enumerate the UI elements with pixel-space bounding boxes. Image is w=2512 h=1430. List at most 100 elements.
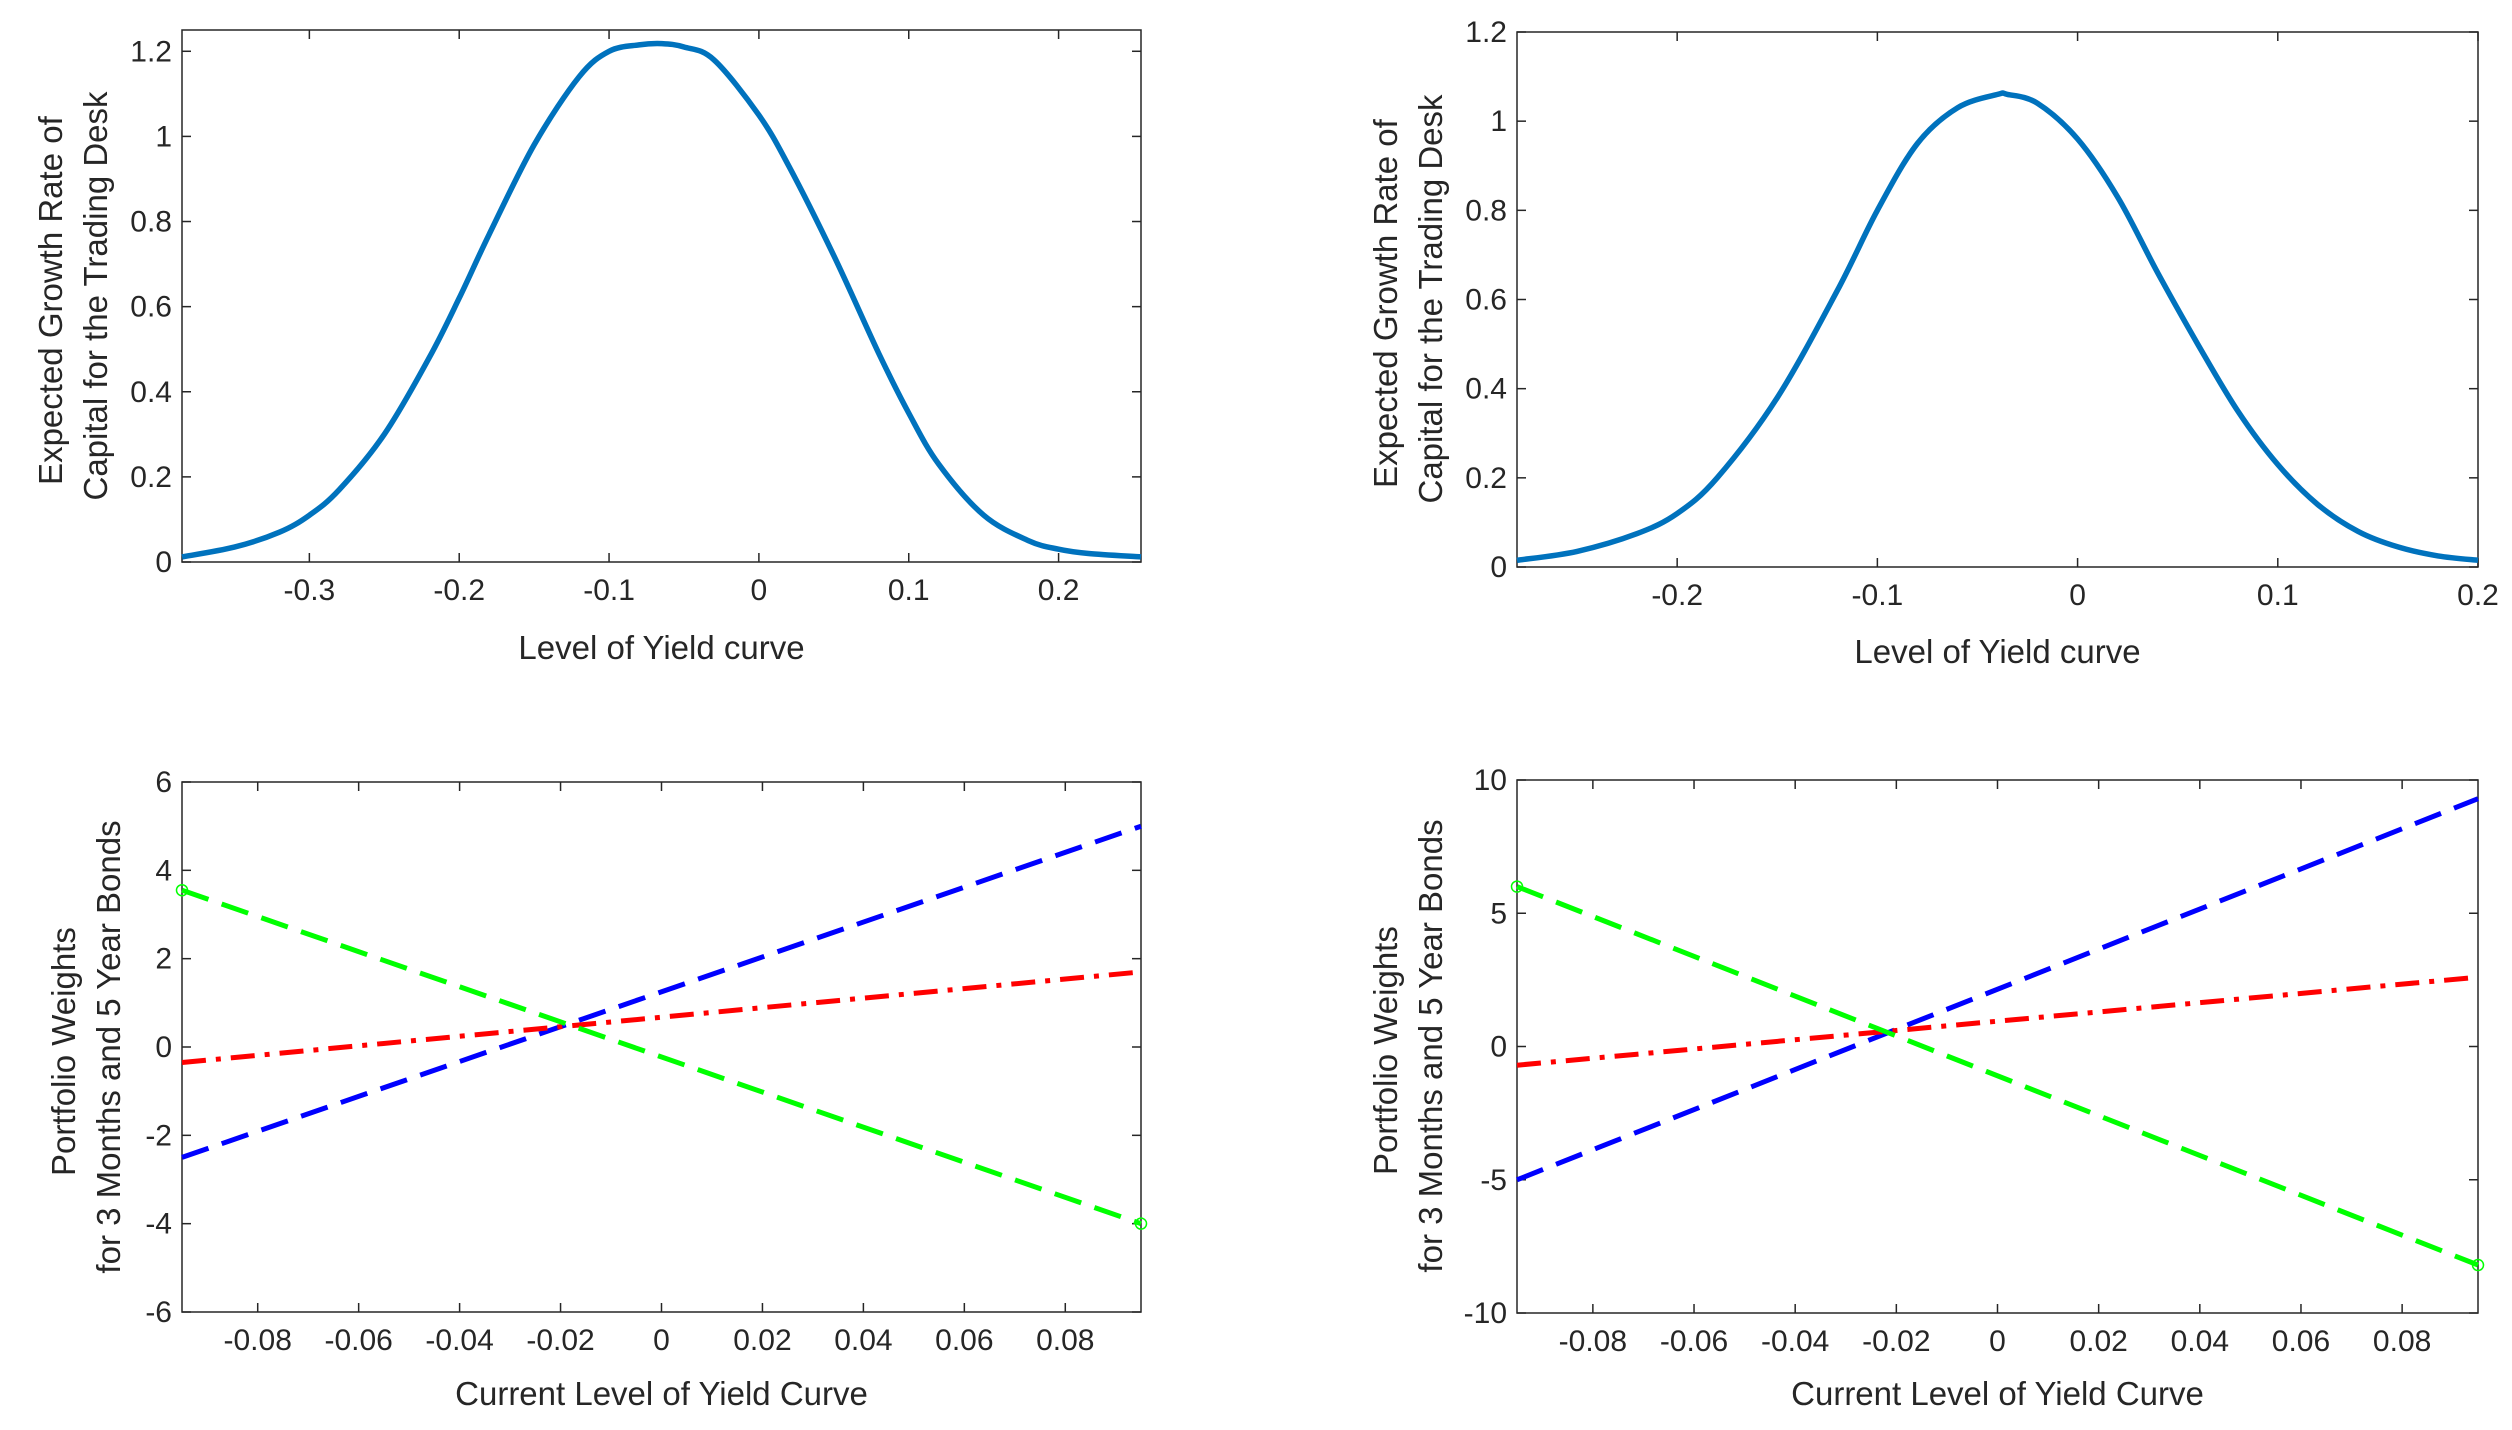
x-tick-label: 0 xyxy=(653,1324,670,1357)
y-axis-label-line2: Capital for the Trading Desk xyxy=(1412,94,1449,504)
x-tick-label: -0.04 xyxy=(1761,1325,1829,1358)
series-line-growth xyxy=(181,40,1142,560)
y-tick-label: 0.6 xyxy=(1465,284,1507,317)
x-tick-label: -0.02 xyxy=(526,1324,594,1357)
x-tick-label: 0.02 xyxy=(733,1324,791,1357)
x-tick-label: 0.06 xyxy=(935,1324,993,1357)
series-line-total xyxy=(1516,974,2479,1068)
y-tick-label: 5 xyxy=(1490,897,1507,930)
y-tick-label: 4 xyxy=(155,854,172,887)
y-tick-label: 0.2 xyxy=(130,461,172,494)
y-axis-label-line1: Expected Growth Rate of xyxy=(1367,118,1404,488)
plot-series xyxy=(175,823,1148,1230)
series-marker xyxy=(1134,1217,1148,1230)
series-line-3-months-bond xyxy=(181,887,1142,1227)
x-axis-label: Current Level of Yield Curve xyxy=(455,1375,868,1412)
y-axis-label-line2: Capital for the Trading Desk xyxy=(77,91,114,501)
x-tick-label: 0.08 xyxy=(1036,1324,1094,1357)
y-ticks: -10 -5 0 5 10 xyxy=(1464,764,2478,1330)
y-tick-label: 0.4 xyxy=(1465,373,1507,406)
x-tick-label: -0.2 xyxy=(1651,579,1703,612)
x-ticks: -0.08 -0.06 -0.04 -0.02 0 0.02 0.04 0.06 0.08 xyxy=(1559,780,2431,1358)
axes-box xyxy=(1516,779,2479,1314)
y-tick-label: 1.2 xyxy=(1465,16,1507,49)
chart-top-right: -0.2 -0.1 0 0.1 0.2 0 0.2 0.4 0.6 0.8 1 1.2 Level … xyxy=(1367,16,2499,670)
chart-top-left: -0.3 -0.2 -0.1 0 0.1 0.2 0 0.2 0.4 0.6 0.8 1 1.2 Le… xyxy=(32,29,1142,666)
x-tick-label: -0.04 xyxy=(425,1324,493,1357)
x-tick-label: 0.04 xyxy=(2171,1325,2229,1358)
y-tick-label: -4 xyxy=(145,1208,172,1241)
x-ticks: -0.2 -0.1 0 0.1 0.2 xyxy=(1651,32,2499,612)
chart-bottom-left: -0.08 -0.06 -0.04 -0.02 0 0.02 0.04 0.06 0.08 -6… xyxy=(45,766,1148,1412)
x-tick-label: 0.2 xyxy=(1038,574,1080,607)
series-marker xyxy=(2471,1258,2485,1272)
y-axis-label: Portfolio Weights for 3 Months and 5 Yea… xyxy=(1367,819,1449,1272)
chart-bottom-right: -0.08 -0.06 -0.04 -0.02 0 0.02 0.04 0.06 0.08 -1… xyxy=(1367,764,2485,1412)
x-tick-label: -0.06 xyxy=(324,1324,392,1357)
x-tick-label: -0.08 xyxy=(224,1324,292,1357)
y-axis-label-line2: for 3 Months and 5 Year Bonds xyxy=(90,820,127,1273)
y-tick-label: 0.4 xyxy=(130,376,172,409)
x-tick-label: -0.1 xyxy=(1852,579,1904,612)
x-tick-label: -0.06 xyxy=(1660,1325,1728,1358)
x-tick-label: 0.1 xyxy=(888,574,930,607)
y-tick-label: 0 xyxy=(1490,551,1507,584)
y-tick-label: 2 xyxy=(155,943,172,976)
plot-series xyxy=(1516,90,2479,564)
axes-box xyxy=(181,29,1142,563)
series-line-3-months-bond xyxy=(1516,884,2479,1268)
y-tick-label: 0 xyxy=(1490,1031,1507,1064)
x-axis-label: Level of Yield curve xyxy=(518,629,804,666)
y-tick-label: 0.6 xyxy=(130,291,172,324)
x-ticks: -0.08 -0.06 -0.04 -0.02 0 0.02 0.04 0.06 0.08 xyxy=(224,782,1094,1357)
x-tick-label: -0.2 xyxy=(433,574,485,607)
series-line-total xyxy=(181,969,1142,1065)
y-tick-label: -5 xyxy=(1480,1164,1507,1197)
y-axis-label-line2: for 3 Months and 5 Year Bonds xyxy=(1412,819,1449,1272)
x-axis-label: Current Level of Yield Curve xyxy=(1791,1375,2204,1412)
y-tick-label: 1.2 xyxy=(130,35,172,68)
series-line-5-year-bond xyxy=(181,823,1142,1160)
y-tick-label: 0.2 xyxy=(1465,462,1507,495)
y-tick-label: 10 xyxy=(1474,764,1507,797)
y-ticks: 0 0.2 0.4 0.6 0.8 1 1.2 xyxy=(130,35,1141,579)
x-tick-label: 0 xyxy=(1989,1325,2006,1358)
y-axis-label: Expected Growth Rate of Capital for the … xyxy=(32,91,114,501)
x-tick-label: -0.08 xyxy=(1559,1325,1627,1358)
y-tick-label: 0.8 xyxy=(130,206,172,239)
y-axis-label-line1: Expected Growth Rate of xyxy=(32,115,69,485)
y-tick-label: 6 xyxy=(155,766,172,799)
y-tick-label: 1 xyxy=(155,120,172,153)
series-marker xyxy=(175,883,189,897)
x-tick-label: -0.1 xyxy=(583,574,635,607)
x-ticks: -0.3 -0.2 -0.1 0 0.1 0.2 xyxy=(284,30,1080,607)
series-line-growth xyxy=(1516,90,2479,564)
y-tick-label: 0.8 xyxy=(1465,194,1507,227)
x-axis-label: Level of Yield curve xyxy=(1854,633,2140,670)
axes-box xyxy=(181,781,1142,1313)
x-tick-label: 0.04 xyxy=(834,1324,892,1357)
series-marker xyxy=(1510,880,1524,893)
plot-series xyxy=(1510,796,2485,1272)
y-tick-label: -2 xyxy=(145,1119,172,1152)
x-tick-label: -0.3 xyxy=(284,574,336,607)
x-tick-label: 0.2 xyxy=(2457,579,2499,612)
axes-box xyxy=(1516,31,2479,568)
y-tick-label: 1 xyxy=(1490,105,1507,138)
x-tick-label: 0.06 xyxy=(2272,1325,2330,1358)
y-axis-label: Expected Growth Rate of Capital for the … xyxy=(1367,94,1449,504)
y-axis-label: Portfolio Weights for 3 Months and 5 Yea… xyxy=(45,820,127,1273)
y-axis-label-line1: Portfolio Weights xyxy=(1367,926,1404,1175)
y-axis-label-line1: Portfolio Weights xyxy=(45,927,82,1176)
x-tick-label: 0.02 xyxy=(2069,1325,2127,1358)
series-line-5-year-bond xyxy=(1516,796,2479,1183)
y-ticks: -6 -4 -2 0 2 4 6 xyxy=(145,766,1141,1329)
y-ticks: 0 0.2 0.4 0.6 0.8 1 1.2 xyxy=(1465,16,2478,584)
y-tick-label: 0 xyxy=(155,546,172,579)
plot-series xyxy=(181,40,1142,560)
x-tick-label: 0 xyxy=(751,574,768,607)
x-tick-label: 0.08 xyxy=(2373,1325,2431,1358)
y-tick-label: -6 xyxy=(145,1296,172,1329)
y-tick-label: -10 xyxy=(1464,1297,1507,1330)
y-tick-label: 0 xyxy=(155,1031,172,1064)
